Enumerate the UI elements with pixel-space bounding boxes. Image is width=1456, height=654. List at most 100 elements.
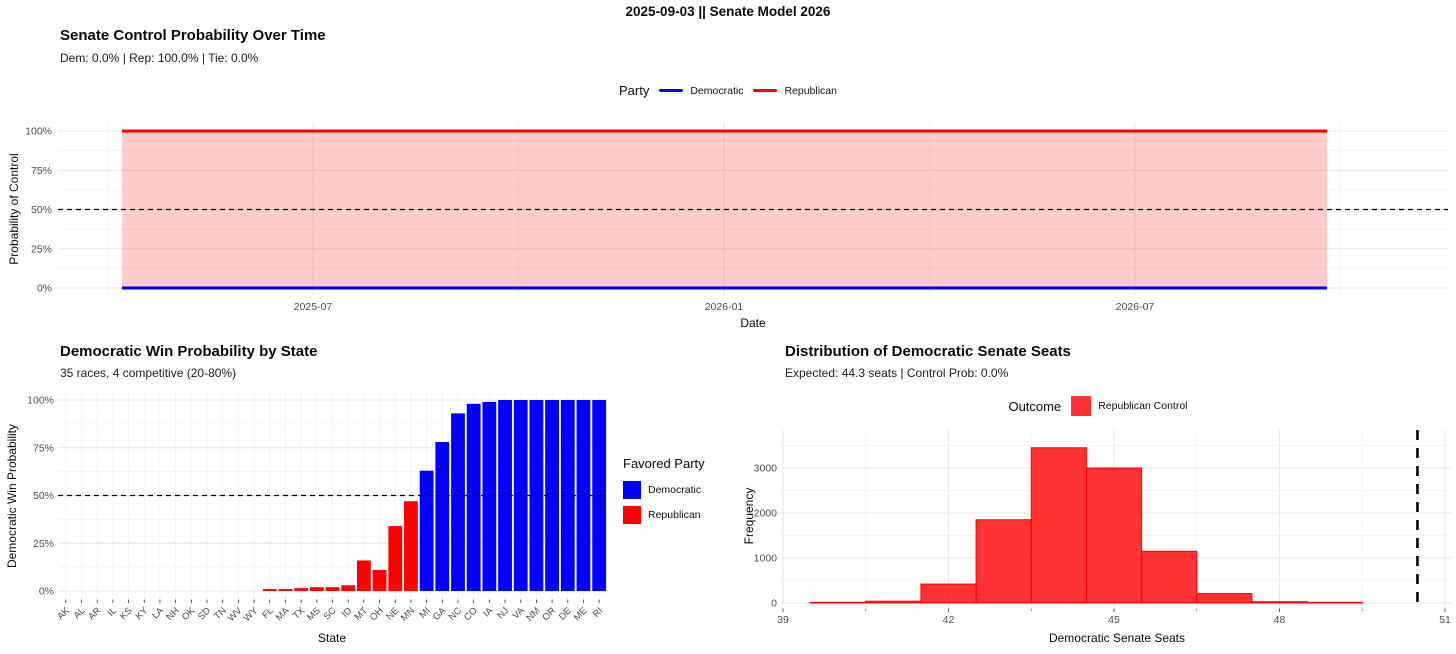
state-tick-label: KS: [118, 605, 135, 622]
state-bar-DE: [560, 400, 575, 591]
hist-bar-42: [920, 583, 977, 604]
state-tick-label: CO: [462, 605, 480, 623]
y-tick-label: 25%: [31, 243, 52, 255]
state-tick-label: OH: [368, 605, 386, 623]
x-tick-label: 51: [1439, 614, 1451, 626]
state-tick-label: RI: [591, 605, 605, 619]
legend-item-republican: Republican: [753, 85, 837, 97]
party-legend: Party Democratic Republican: [0, 83, 1456, 98]
x-tick-label: 45: [1108, 614, 1120, 626]
state-tick-label: OK: [180, 605, 198, 623]
statebar-y-axis-label: Democratic Win Probability: [5, 423, 19, 569]
y-tick-label: 75%: [31, 165, 52, 177]
x-tick-label: 2026-07: [1116, 301, 1155, 313]
timeseries-title: Senate Control Probability Over Time: [60, 27, 326, 44]
state-tick-label: SC: [322, 605, 339, 622]
state-tick-label: AK: [55, 605, 72, 622]
state-bar-CO: [466, 403, 481, 591]
hist-bar-47: [1196, 593, 1253, 604]
y-tick-label: 75%: [33, 442, 54, 454]
state-tick-label: MA: [274, 605, 292, 623]
state-bar-MI: [419, 470, 434, 591]
state-tick-label: IA: [481, 605, 496, 620]
hist-bar-40: [810, 601, 867, 604]
state-tick-label: NC: [447, 605, 465, 623]
state-bar-FL: [262, 589, 277, 591]
x-tick-label: 48: [1274, 614, 1286, 626]
state-bar-NC: [451, 413, 465, 591]
histogram-title: Distribution of Democratic Senate Seats: [785, 343, 1071, 360]
state-bar-OH: [372, 569, 387, 591]
legend-item-favored-democratic: Democratic: [623, 481, 705, 499]
state-tick-label: NE: [384, 605, 401, 622]
democratic-swatch-icon: [623, 481, 641, 499]
state-tick-label: MN: [399, 605, 417, 623]
legend-item-favored-republican: Republican: [623, 506, 705, 524]
state-bar-MN: [404, 501, 418, 591]
state-bar-MA: [278, 589, 293, 591]
state-bar-NE: [388, 526, 403, 591]
y-tick-label: 0%: [39, 586, 54, 598]
legend-label-republican: Republican: [784, 84, 837, 97]
state-tick-label: DE: [557, 605, 574, 622]
x-tick-label: 2026-01: [705, 301, 744, 313]
state-tick-label: WY: [242, 605, 261, 624]
hist-bar-46: [1141, 550, 1198, 604]
histogram-subtitle: Expected: 44.3 seats | Control Prob: 0.0…: [785, 366, 1009, 380]
legend-label-favored-republican: Republican: [648, 509, 701, 521]
hist-bar-43: [975, 519, 1032, 604]
hist-bar-48: [1251, 601, 1308, 604]
favored-party-legend: Favored Party Democratic Republican: [623, 456, 705, 524]
x-tick-label: 42: [943, 614, 955, 626]
timeseries-subtitle: Dem: 0.0% | Rep: 100.0% | Tie: 0.0%: [60, 51, 259, 65]
outcome-legend-title: Outcome: [1008, 398, 1062, 414]
y-tick-label: 2000: [754, 508, 778, 520]
y-tick-label: 50%: [31, 204, 52, 216]
republican-line-key-icon: [753, 89, 778, 92]
y-tick-label: 100%: [27, 395, 54, 407]
state-tick-label: IL: [106, 605, 119, 618]
main-title: 2025-09-03 || Senate Model 2026: [625, 4, 831, 19]
state-bar-GA: [435, 442, 450, 591]
y-tick-label: 0: [771, 598, 777, 610]
statebar-title: Democratic Win Probability by State: [60, 343, 318, 360]
legend-item-republican-control: Republican Control: [1071, 396, 1188, 416]
state-bar-MS: [309, 587, 324, 591]
y-tick-label: 1000: [754, 553, 778, 565]
state-bar-TX: [294, 588, 309, 591]
hist-bar-45: [1085, 467, 1143, 604]
republican-swatch-icon: [623, 506, 641, 524]
legend-label-republican-control: Republican Control: [1098, 400, 1188, 412]
state-tick-label: ID: [340, 605, 355, 620]
statebar-subtitle: 35 races, 4 competitive (20-80%): [60, 366, 237, 380]
favored-party-legend-title: Favored Party: [623, 456, 705, 471]
state-tick-label: VA: [511, 605, 528, 622]
x-tick-label: 39: [777, 614, 789, 626]
legend-label-democratic: Democratic: [690, 84, 744, 97]
state-bar-IA: [482, 401, 497, 591]
democratic-line-key-icon: [659, 89, 684, 92]
y-tick-label: 50%: [33, 490, 54, 502]
histogram-x-axis-label: Democratic Senate Seats: [1048, 631, 1186, 645]
timeseries-y-axis-label: Probability of Control: [7, 153, 21, 265]
y-tick-label: 100%: [25, 126, 52, 138]
state-bar-SC: [325, 587, 340, 591]
timeseries-x-axis-label: Date: [740, 316, 766, 330]
state-tick-label: MT: [353, 605, 371, 623]
state-tick-label: FL: [260, 605, 276, 621]
hist-bar-41: [865, 600, 922, 604]
x-tick-label: 2025-07: [294, 301, 333, 313]
state-tick-label: ME: [572, 605, 590, 623]
hist-bar-49: [1306, 601, 1363, 604]
republican-control-swatch-icon: [1071, 396, 1092, 416]
state-tick-label: NH: [164, 605, 182, 623]
state-tick-label: KY: [134, 605, 151, 622]
state-bar-MT: [356, 560, 371, 591]
state-tick-label: AR: [86, 605, 103, 622]
state-tick-label: OR: [540, 605, 558, 623]
state-tick-label: LA: [150, 605, 166, 621]
y-tick-label: 0%: [37, 283, 52, 295]
state-tick-label: TX: [291, 605, 308, 622]
